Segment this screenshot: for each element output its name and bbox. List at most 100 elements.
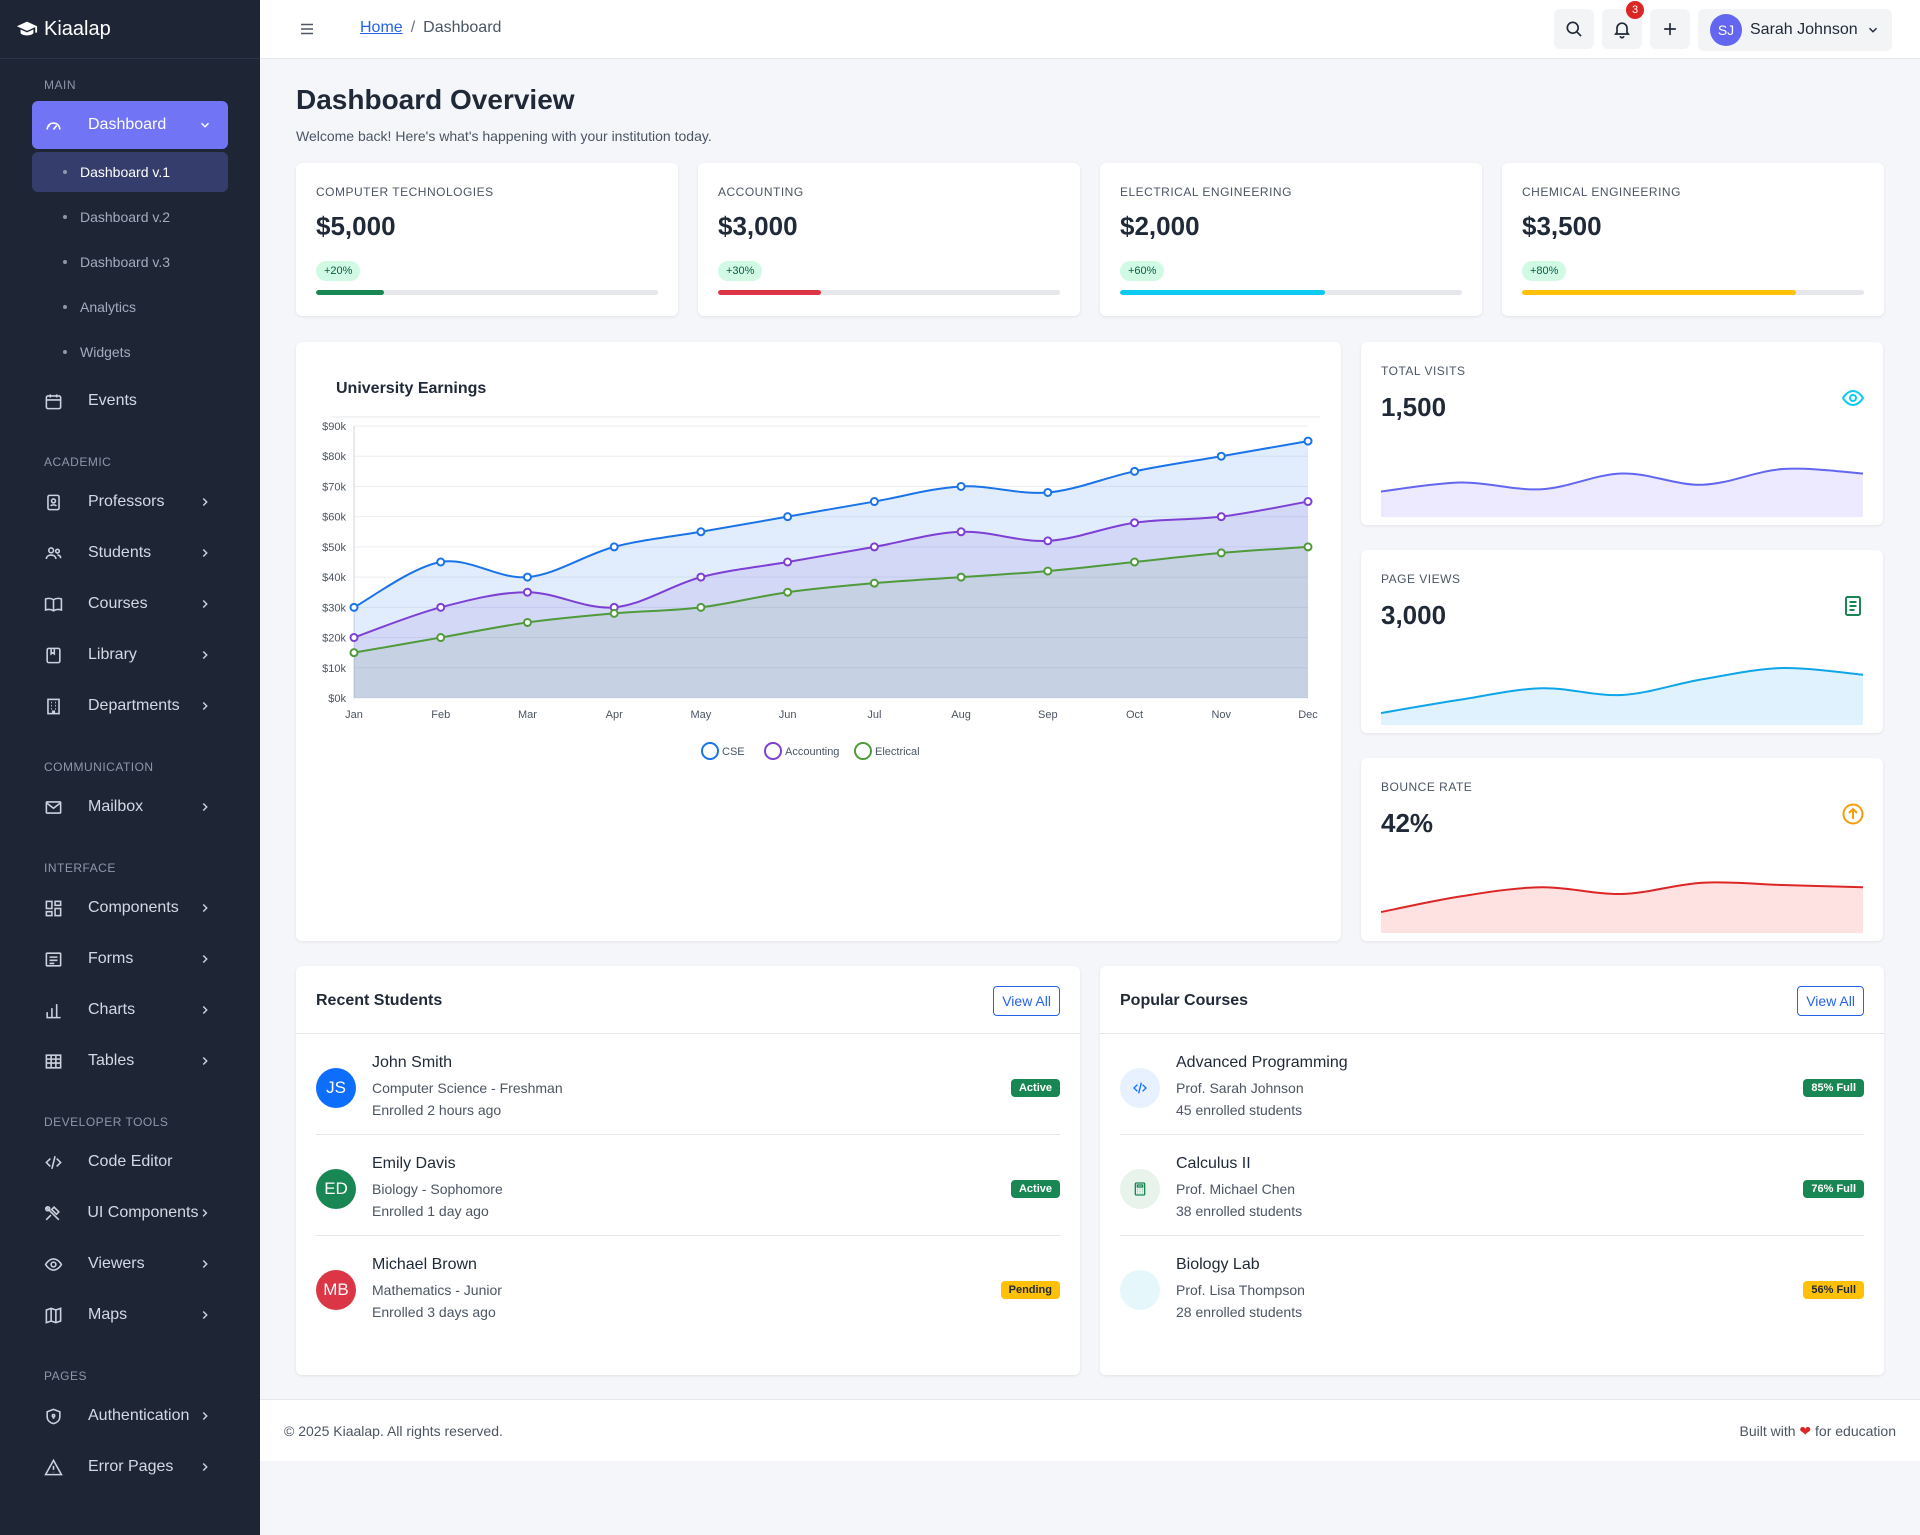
course-enrolled: 28 enrolled students	[1176, 1304, 1303, 1320]
sidebar-item-students[interactable]: Students	[32, 529, 228, 577]
tools-icon	[43, 1203, 62, 1223]
search-button[interactable]	[1554, 9, 1594, 49]
sidebar-subitem-dashboard-v2[interactable]: Dashboard v.2	[32, 197, 228, 237]
stat-progress-fill	[1120, 290, 1326, 295]
sidebar-subitem-label: Widgets	[80, 344, 131, 360]
graduation-cap-icon	[16, 21, 38, 36]
breadcrumb-home-link[interactable]: Home	[360, 19, 403, 36]
sidebar-item-forms[interactable]: Forms	[32, 935, 228, 983]
sidebar-item-components[interactable]: Components	[32, 884, 228, 932]
sidebar-item-error-pages[interactable]: Error Pages	[32, 1443, 228, 1491]
eye-icon	[1841, 389, 1865, 407]
mini-stat-label: PAGE VIEWS	[1381, 572, 1461, 586]
sidebar-subitem-analytics[interactable]: Analytics	[32, 287, 228, 327]
avatar: SJ	[1710, 14, 1742, 46]
sidebar-item-events[interactable]: Events	[32, 377, 228, 425]
sparkline-bounce-rate	[1381, 881, 1863, 933]
sidebar-subitem-widgets[interactable]: Widgets	[32, 332, 228, 372]
stat-progress-fill	[718, 290, 821, 295]
sidebar-item-professors[interactable]: Professors	[32, 478, 228, 526]
data-point	[956, 527, 966, 537]
stat-progress-fill	[1522, 290, 1796, 295]
y-tick-label: $60k	[322, 512, 346, 524]
chevron-right-icon	[203, 1209, 208, 1217]
code-icon	[1133, 1082, 1147, 1094]
data-point	[436, 602, 446, 612]
chevron-right-icon	[202, 1310, 208, 1320]
stat-value: $3,000	[718, 211, 798, 241]
built-with-suffix: for education	[1815, 1423, 1896, 1439]
sidebar-item-ui-components[interactable]: UI Components	[32, 1189, 228, 1237]
chart-title: University Earnings	[336, 380, 487, 397]
table-icon	[43, 1051, 63, 1071]
student-program: Biology - Sophomore	[372, 1181, 503, 1197]
brand[interactable]: Kiaalap	[0, 0, 260, 59]
bullet-icon	[63, 260, 67, 264]
course-row[interactable]: Biology Lab Prof. Lisa Thompson 28 enrol…	[1120, 1236, 1864, 1337]
sidebar-item-mailbox[interactable]: Mailbox	[32, 783, 228, 831]
chevron-right-icon	[202, 548, 208, 558]
sidebar-item-library[interactable]: Library	[32, 631, 228, 679]
data-point	[1043, 566, 1053, 576]
sidebar-item-departments[interactable]: Departments	[32, 682, 228, 730]
user-name: Sarah Johnson	[1750, 21, 1858, 38]
course-row[interactable]: Calculus II Prof. Michael Chen 38 enroll…	[1120, 1135, 1864, 1236]
section-label-communication: COMMUNICATION	[44, 760, 154, 774]
user-menu[interactable]: SJ Sarah Johnson	[1698, 9, 1892, 51]
popular-courses-panel: Popular Courses View All Advanced Progra…	[1100, 966, 1884, 1375]
flask-icon	[1134, 1283, 1146, 1296]
panel-title: Recent Students	[316, 992, 443, 1009]
sidebar-item-authentication[interactable]: Authentication	[32, 1392, 228, 1440]
legend-item: CSE	[701, 742, 745, 760]
legend-swatch	[701, 742, 719, 760]
chevron-right-icon	[202, 701, 208, 711]
y-tick-label: $10k	[322, 663, 346, 675]
sidebar-item-charts[interactable]: Charts	[32, 986, 228, 1034]
data-point	[1303, 436, 1313, 446]
view-all-students-button[interactable]: View All	[993, 986, 1060, 1016]
x-tick-label: Mar	[518, 709, 537, 721]
sidebar-subitem-dashboard-v3[interactable]: Dashboard v.3	[32, 242, 228, 282]
sidebar-item-code-editor[interactable]: Code Editor	[32, 1138, 228, 1186]
chevron-right-icon	[202, 802, 208, 812]
sidebar-item-tables[interactable]: Tables	[32, 1037, 228, 1085]
sidebar-item-maps[interactable]: Maps	[32, 1291, 228, 1339]
built-with-prefix: Built with	[1739, 1423, 1796, 1439]
hamburger-menu-icon[interactable]	[298, 20, 316, 38]
student-row[interactable]: JS John Smith Computer Science - Freshma…	[316, 1034, 1060, 1135]
x-tick-label: Nov	[1211, 709, 1231, 721]
x-tick-label: Feb	[431, 709, 450, 721]
avatar: MB	[316, 1270, 356, 1310]
legend-label: CSE	[722, 746, 745, 758]
student-row[interactable]: ED Emily Davis Biology - Sophomore Enrol…	[316, 1135, 1060, 1236]
y-tick-label: $90k	[322, 421, 346, 433]
view-all-courses-button[interactable]: View All	[1797, 986, 1864, 1016]
sidebar-item-courses[interactable]: Courses	[32, 580, 228, 628]
sidebar-item-viewers[interactable]: Viewers	[32, 1240, 228, 1288]
chevron-right-icon	[202, 954, 208, 964]
data-point	[349, 648, 359, 658]
data-point	[522, 572, 532, 582]
data-point	[436, 557, 446, 567]
notifications-button[interactable]: 3	[1602, 1, 1644, 49]
course-row[interactable]: Advanced Programming Prof. Sarah Johnson…	[1120, 1034, 1864, 1135]
stat-label: CHEMICAL ENGINEERING	[1522, 185, 1681, 199]
stat-progress-track	[316, 290, 658, 295]
recent-students-panel: Recent Students View All JS John Smith C…	[296, 966, 1080, 1375]
series-line	[353, 440, 1309, 609]
brand-name: Kiaalap	[44, 17, 111, 40]
bell-icon	[1614, 22, 1630, 39]
student-row[interactable]: MB Michael Brown Mathematics - Junior En…	[316, 1236, 1060, 1337]
speedometer-icon	[43, 115, 63, 135]
mini-stat-value: 3,000	[1381, 600, 1447, 630]
y-tick-label: $0k	[328, 693, 346, 705]
id-badge-icon	[43, 492, 63, 512]
arrow-up-circle-icon	[1842, 803, 1864, 825]
data-point	[1303, 542, 1313, 552]
sidebar-subitem-dashboard-v1[interactable]: Dashboard v.1	[32, 152, 228, 192]
add-button[interactable]	[1650, 9, 1690, 49]
sidebar-item-label: Viewers	[88, 1255, 145, 1272]
building-icon	[43, 696, 63, 716]
y-tick-label: $30k	[322, 602, 346, 614]
sidebar-item-dashboard[interactable]: Dashboard	[32, 101, 228, 149]
